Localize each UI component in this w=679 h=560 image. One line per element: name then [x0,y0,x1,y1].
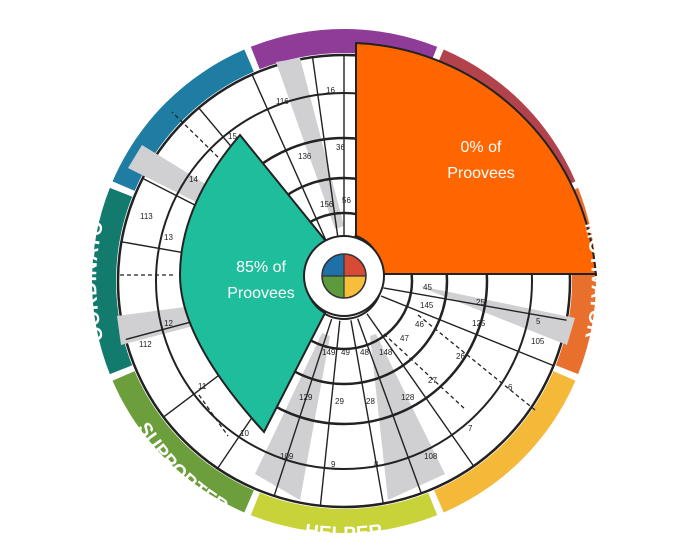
cell-number: 156 [320,200,334,209]
cell-number: 45 [423,283,432,292]
right-callout-line1: 0% of [461,139,502,156]
cell-number: 56 [342,196,351,205]
cell-number: 9 [331,460,336,469]
cell-number: 145 [420,301,434,310]
center-quadrant-icon [321,253,367,299]
cell-number: 36 [336,143,345,152]
radial-divider [251,74,329,245]
cell-number: 112 [139,340,152,349]
cell-number: 5 [536,317,541,326]
cell-number: 25 [476,298,485,307]
cell-number: 14 [189,175,198,184]
left-callout-line1: 85% of [236,259,286,276]
label-coordinator: COORDINATOR [0,0,108,343]
radial-divider [366,313,475,467]
cell-number: 13 [164,233,173,242]
cell-number: 116 [276,97,289,106]
cell-number: 26 [456,352,465,361]
radial-divider [357,318,422,494]
cell-number: 10 [240,429,249,438]
cell-number: 113 [140,212,153,221]
cell-numbers: 16 116 36 136 56 156 15 14 113 13 12 112… [139,86,545,469]
radial-divider [311,57,340,242]
cell-number: 48 [360,348,369,357]
ring-segment-coordinator [92,187,133,375]
cell-number: 29 [335,397,344,406]
cell-number: 7 [468,424,473,433]
cell-number: 16 [326,86,335,95]
cell-number: 129 [299,393,313,402]
ring-segment-reformer [250,29,438,70]
ring-segment-inspirer [434,371,576,513]
left-callout-line2: Proovees [227,285,295,302]
radial-divider [350,320,384,504]
cell-number: 28 [366,397,375,406]
cell-number: 8 [374,460,379,469]
ring-segment-supporter [112,371,254,513]
radial-divider [273,318,333,497]
cell-number: 47 [400,334,409,343]
radial-divider [319,320,341,506]
ring-segment-helper [250,492,438,534]
cell-number: 105 [531,337,545,346]
right-callout-line2: Proovees [447,165,515,182]
cell-number: 12 [164,319,173,328]
cell-number: 108 [424,452,438,461]
cell-number: 148 [379,348,393,357]
label-helper: HELPER [303,521,384,545]
cell-number: 27 [428,376,437,385]
cell-number: 46 [415,320,424,329]
radial-divider [380,295,554,367]
cell-number: 11 [198,382,207,391]
cell-number: 125 [472,319,486,328]
cell-number: 15 [228,132,237,141]
radial-divider [383,287,567,321]
cell-number: 136 [298,152,312,161]
cell-number: 128 [401,393,415,402]
cell-number: 149 [322,348,336,357]
cell-number: 49 [341,348,350,357]
cell-number: 109 [280,452,294,461]
dashed-dividers [118,111,536,437]
cell-number: 6 [508,383,513,392]
